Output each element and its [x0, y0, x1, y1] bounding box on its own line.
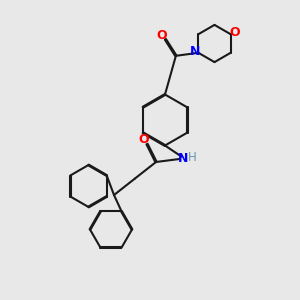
Text: O: O	[157, 29, 167, 42]
Text: N: N	[178, 152, 188, 166]
Text: O: O	[229, 26, 239, 39]
Text: O: O	[139, 133, 149, 146]
Text: N: N	[190, 45, 200, 58]
Text: H: H	[188, 151, 196, 164]
